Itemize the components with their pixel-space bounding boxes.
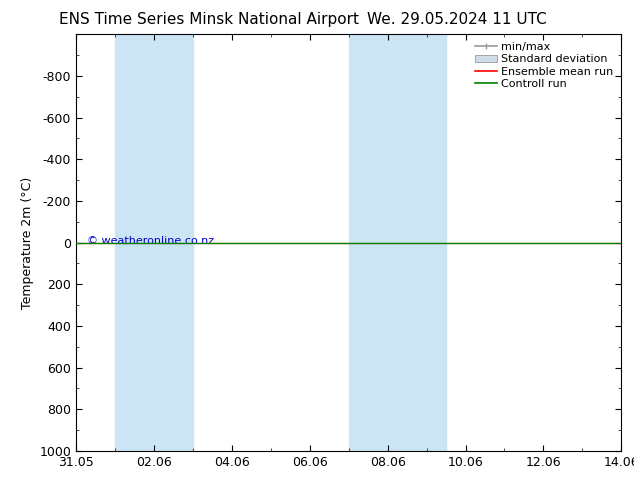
- Bar: [349, 34, 446, 451]
- Legend: min/max, Standard deviation, Ensemble mean run, Controll run: min/max, Standard deviation, Ensemble me…: [472, 40, 616, 91]
- Bar: [115, 34, 193, 451]
- Text: We. 29.05.2024 11 UTC: We. 29.05.2024 11 UTC: [366, 12, 547, 27]
- Y-axis label: Temperature 2m (°C): Temperature 2m (°C): [21, 176, 34, 309]
- Text: © weatheronline.co.nz: © weatheronline.co.nz: [87, 236, 214, 246]
- Text: ENS Time Series Minsk National Airport: ENS Time Series Minsk National Airport: [59, 12, 359, 27]
